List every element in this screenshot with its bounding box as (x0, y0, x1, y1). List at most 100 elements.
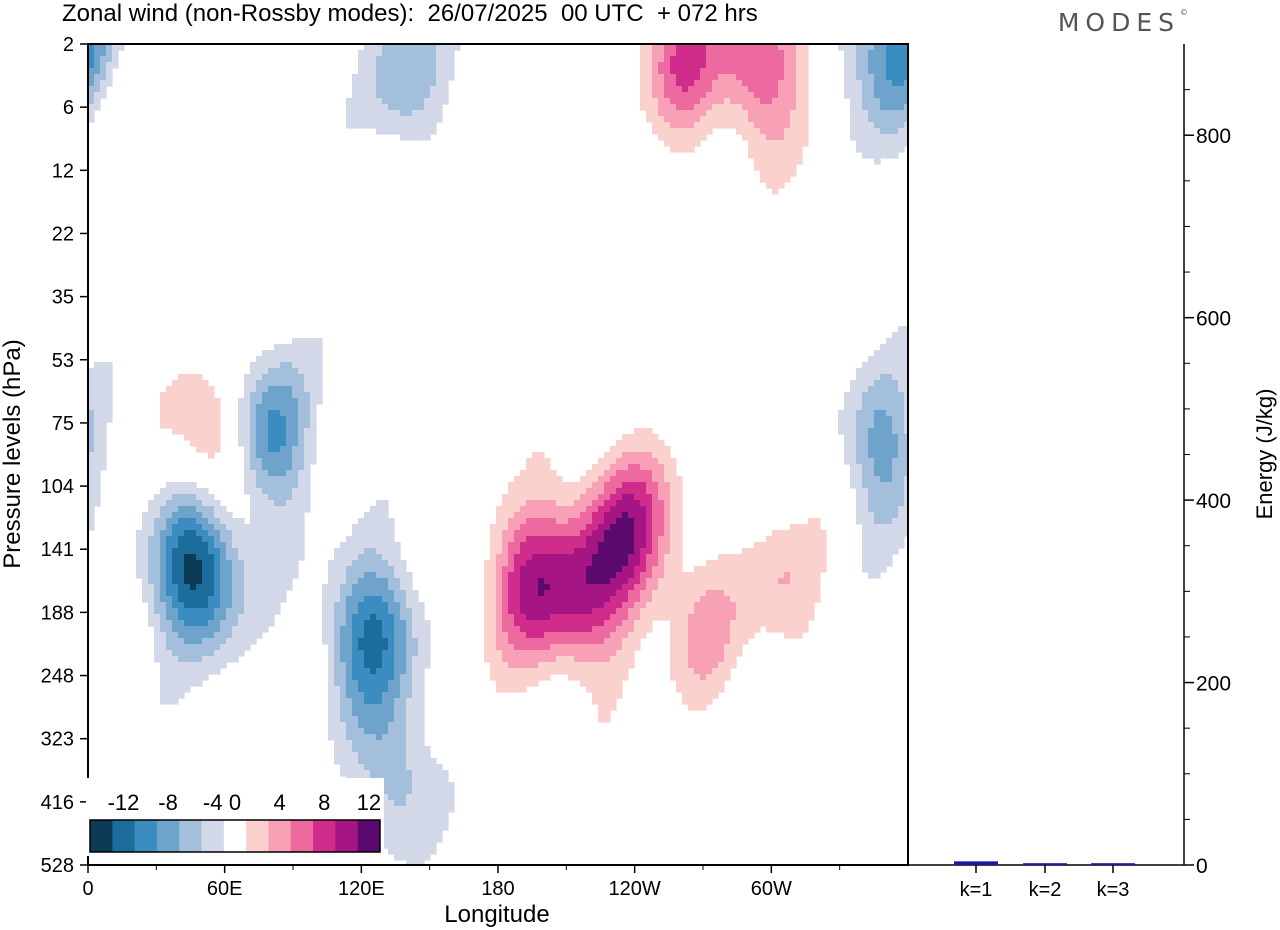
heatmap-cell (208, 626, 215, 633)
heatmap-cell (298, 368, 305, 375)
heatmap-cell (376, 770, 383, 777)
heatmap-cell (334, 626, 341, 633)
heatmap-cell (196, 560, 203, 567)
heatmap-cell (250, 404, 257, 411)
heatmap-cell (232, 608, 239, 615)
heatmap-cell (634, 548, 641, 555)
pressure-tick-label: 104 (41, 476, 74, 498)
heatmap-cell (262, 470, 269, 477)
heatmap-cell (442, 62, 449, 69)
heatmap-cell (514, 542, 521, 549)
heatmap-cell (682, 92, 689, 99)
heatmap-cell (688, 620, 695, 627)
heatmap-cell (520, 608, 527, 615)
heatmap-cell (388, 716, 395, 723)
heatmap-cell (796, 596, 803, 603)
heatmap-cell (178, 494, 185, 501)
heatmap-cell (346, 686, 353, 693)
heatmap-cell (382, 650, 389, 657)
heatmap-cell (256, 566, 263, 573)
heatmap-cell (196, 566, 203, 573)
heatmap-cell (352, 740, 359, 747)
heatmap-cell (754, 542, 761, 549)
heatmap-cell (676, 62, 683, 69)
heatmap-cell (790, 116, 797, 123)
heatmap-cell (754, 164, 761, 171)
heatmap-cell (214, 668, 221, 675)
heatmap-cell (670, 86, 677, 93)
heatmap-cell (634, 494, 641, 501)
heatmap-cell (622, 578, 629, 585)
heatmap-cell (502, 500, 509, 507)
heatmap-cell (682, 656, 689, 663)
heatmap-cell (328, 638, 335, 645)
heatmap-cell (664, 98, 671, 105)
heatmap-cell (382, 644, 389, 651)
heatmap-cell (562, 572, 569, 579)
heatmap-cell (418, 86, 425, 93)
heatmap-cell (610, 602, 617, 609)
heatmap-cell (196, 590, 203, 597)
heatmap-cell (358, 74, 365, 81)
heatmap-cell (610, 518, 617, 525)
chart-title: Zonal wind (non-Rossby modes): 26/07/202… (62, 0, 758, 27)
heatmap-cell (250, 542, 257, 549)
heatmap-cell (178, 548, 185, 555)
heatmap-cell (670, 620, 677, 627)
heatmap-cell (304, 386, 311, 393)
heatmap-cell (358, 56, 365, 63)
heatmap-cell (334, 674, 341, 681)
heatmap-cell (766, 68, 773, 75)
heatmap-cell (160, 620, 167, 627)
heatmap-cell (394, 836, 401, 843)
heatmap-cell (220, 548, 227, 555)
heatmap-cell (766, 548, 773, 555)
heatmap-cell (544, 644, 551, 651)
heatmap-cell (784, 572, 791, 579)
heatmap-cell (772, 152, 779, 159)
heatmap-cell (706, 620, 713, 627)
heatmap-cell (724, 560, 731, 567)
heatmap-cell (370, 572, 377, 579)
heatmap-cell (388, 704, 395, 711)
heatmap-cell (382, 62, 389, 69)
heatmap-cell (262, 368, 269, 375)
heatmap-cell (808, 572, 815, 579)
heatmap-cell (874, 488, 881, 495)
heatmap-cell (424, 746, 431, 753)
heatmap-cell (418, 698, 425, 705)
heatmap-cell (526, 608, 533, 615)
heatmap-cell (406, 656, 413, 663)
heatmap-cell (880, 404, 887, 411)
heatmap-cell (190, 434, 197, 441)
heatmap-cell (430, 110, 437, 117)
heatmap-cell (754, 80, 761, 87)
heatmap-cell (490, 644, 497, 651)
heatmap-cell (634, 482, 641, 489)
heatmap-cell (748, 566, 755, 573)
heatmap-cell (802, 128, 809, 135)
heatmap-cell (568, 596, 575, 603)
heatmap-cell (400, 560, 407, 567)
heatmap-cell (364, 626, 371, 633)
heatmap-cell (430, 800, 437, 807)
heatmap-cell (376, 590, 383, 597)
heatmap-cell (262, 548, 269, 555)
heatmap-cell (856, 422, 863, 429)
heatmap-cell (262, 596, 269, 603)
heatmap-cell (688, 80, 695, 87)
heatmap-cell (220, 656, 227, 663)
heatmap-cell (196, 524, 203, 531)
heatmap-cell (316, 368, 323, 375)
heatmap-cell (892, 392, 899, 399)
heatmap-cell (706, 596, 713, 603)
heatmap-cell (682, 626, 689, 633)
heatmap-cell (340, 626, 347, 633)
heatmap-cell (640, 74, 647, 81)
heatmap-cell (784, 68, 791, 75)
heatmap-cell (418, 44, 425, 51)
heatmap-cell (298, 458, 305, 465)
heatmap-cell (334, 752, 341, 759)
heatmap-cell (262, 560, 269, 567)
heatmap-cell (556, 482, 563, 489)
